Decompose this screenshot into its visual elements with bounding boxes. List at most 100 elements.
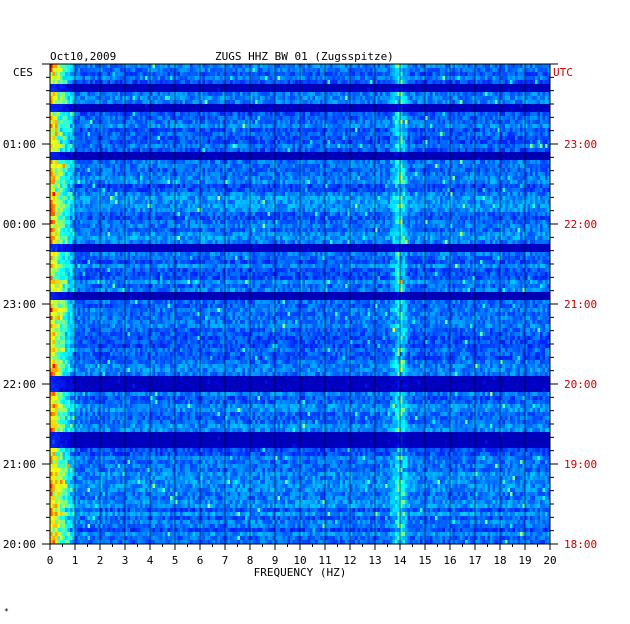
heat-cell [480, 92, 483, 97]
heat-cell [450, 128, 453, 133]
heat-cell [472, 76, 476, 81]
heat-cell [405, 68, 408, 73]
heat-cell [257, 156, 261, 161]
heat-cell [545, 80, 548, 85]
heat-cell [320, 64, 323, 69]
heat-cell [220, 140, 223, 145]
heat-cell [480, 120, 483, 125]
heat-cell [427, 88, 431, 93]
heat-cell [210, 136, 213, 141]
heat-cell [362, 140, 366, 145]
heat-cell [540, 96, 543, 101]
heat-cell [272, 84, 276, 89]
heat-cell [217, 104, 221, 109]
heat-cell [237, 68, 241, 73]
heat-cell [97, 112, 101, 117]
heat-cell [80, 140, 83, 145]
heat-cell [415, 100, 418, 105]
heat-cell [505, 68, 508, 73]
heat-cell [50, 68, 53, 73]
heat-cell [175, 124, 178, 129]
heat-cell [165, 84, 168, 89]
heat-cell [57, 120, 61, 125]
heat-cell [155, 116, 158, 121]
heat-cell [172, 124, 176, 129]
heat-cell [335, 128, 338, 133]
heat-cell [267, 160, 271, 165]
heat-cell [245, 148, 248, 153]
heat-cell [415, 128, 418, 133]
heat-cell [162, 96, 166, 101]
heat-cell [500, 104, 503, 109]
heat-cell [480, 64, 483, 69]
heat-cell [107, 132, 111, 137]
heat-cell [537, 76, 541, 81]
heat-cell [237, 152, 241, 157]
heat-cell [185, 108, 188, 113]
heat-cell [240, 84, 243, 89]
heat-cell [442, 76, 446, 81]
heat-cell [380, 84, 383, 89]
heat-cell [55, 108, 58, 113]
heat-cell [447, 80, 451, 85]
heat-cell [345, 76, 348, 81]
heat-cell [275, 92, 278, 97]
heat-cell [482, 124, 486, 129]
heat-cell [85, 132, 88, 137]
heat-cell [402, 156, 406, 161]
heat-cell [125, 100, 128, 105]
heat-cell [507, 144, 511, 149]
heat-cell [115, 148, 118, 153]
heat-cell [505, 136, 508, 141]
heat-cell [152, 124, 156, 129]
heat-cell [172, 64, 176, 69]
heat-cell [185, 96, 188, 101]
heat-cell [310, 64, 313, 69]
heat-cell [195, 152, 198, 157]
heat-cell [220, 136, 223, 141]
heat-cell [400, 120, 403, 125]
heat-cell [235, 112, 238, 117]
heat-cell [242, 124, 246, 129]
heat-cell [510, 108, 513, 113]
heat-cell [105, 136, 108, 141]
heat-cell [160, 96, 163, 101]
heat-cell [500, 84, 503, 89]
heat-cell [425, 124, 428, 129]
heat-cell [157, 72, 161, 77]
heat-cell [80, 124, 83, 129]
heat-cell [75, 128, 78, 133]
heat-cell [357, 92, 361, 97]
heat-cell [297, 108, 301, 113]
heat-cell [337, 72, 341, 77]
heat-cell [220, 100, 223, 105]
heat-cell [470, 68, 473, 73]
heat-cell [330, 160, 333, 165]
heat-cell [75, 160, 78, 165]
heat-cell [215, 148, 218, 153]
heat-cell [487, 112, 491, 117]
heat-cell [177, 84, 181, 89]
heat-cell [337, 96, 341, 101]
heat-cell [307, 120, 311, 125]
heat-cell [477, 156, 481, 161]
heat-cell [80, 120, 83, 125]
heat-cell [147, 156, 151, 161]
heat-cell [200, 104, 203, 109]
heat-cell [280, 84, 283, 89]
heat-cell [530, 136, 533, 141]
heat-cell [467, 148, 471, 153]
heat-cell [412, 124, 416, 129]
heat-cell [287, 108, 291, 113]
heat-cell [502, 140, 506, 145]
heat-cell [352, 96, 356, 101]
heat-cell [332, 132, 336, 137]
right-axis-title: UTC [553, 66, 573, 79]
heat-cell [435, 136, 438, 141]
heat-cell [402, 108, 406, 113]
heat-cell [170, 80, 173, 85]
heat-cell [235, 96, 238, 101]
heat-cell [542, 76, 546, 81]
heat-cell [147, 76, 151, 81]
heat-cell [545, 64, 548, 69]
